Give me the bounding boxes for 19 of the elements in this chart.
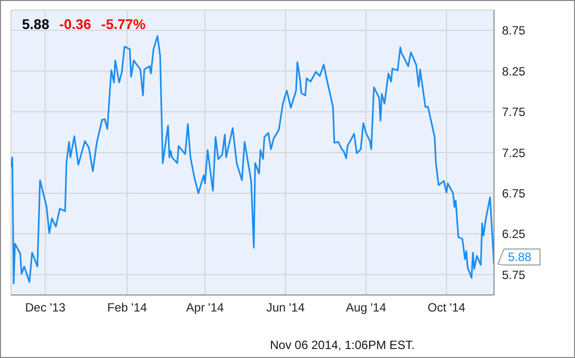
x-tick-label: Apr '14: [186, 300, 224, 315]
y-tick-label: 7.75: [502, 105, 526, 120]
x-tick-label: Jun '14: [266, 300, 305, 315]
y-tick-label: 8.75: [502, 24, 526, 38]
line-series: [11, 35, 494, 284]
y-tick-label: 8.25: [502, 64, 526, 78]
y-tick-label: 6.75: [502, 186, 526, 200]
x-tick-label: Oct '14: [428, 300, 466, 315]
annotation: -5.77%: [101, 16, 146, 32]
annotation: -0.36: [59, 16, 92, 32]
data-label: 5.88: [508, 250, 532, 264]
x-tick-label: Aug '14: [346, 300, 386, 315]
y-tick-label: 7.25: [502, 146, 526, 160]
text: Nov 06 2014, 1:06PM EST.: [270, 338, 415, 352]
y-tick-label: 5.75: [502, 268, 526, 282]
x-tick-label: Dec '13: [25, 300, 66, 315]
chart-title: 5.88: [22, 16, 50, 32]
x-tick-label: Feb '14: [107, 300, 148, 315]
y-tick-label: 6.25: [502, 227, 526, 242]
